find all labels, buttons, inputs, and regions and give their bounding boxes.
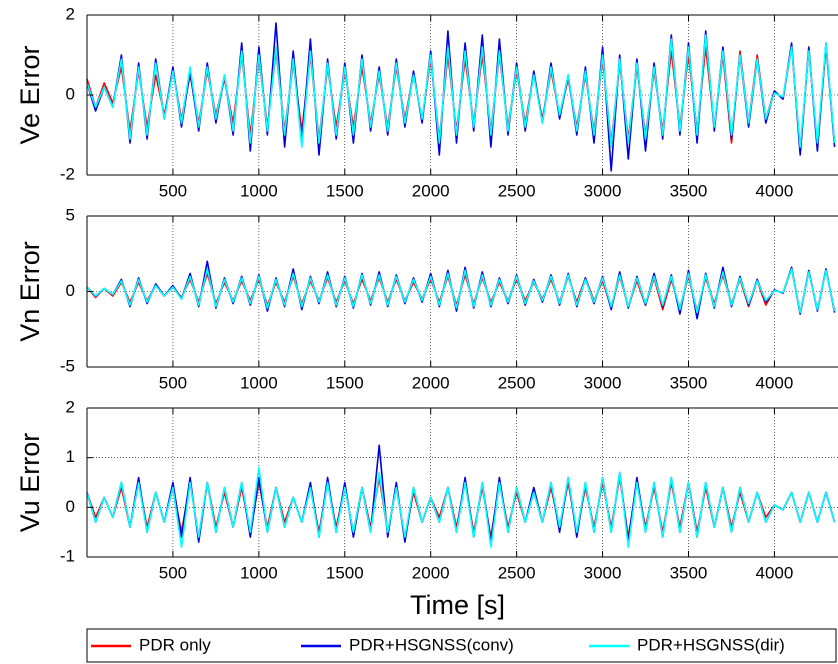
y-axis-label: Vn Error (15, 241, 45, 342)
x-tick-label: 4000 (756, 373, 794, 392)
x-tick-label: 2500 (498, 181, 536, 200)
x-tick-label: 2500 (498, 563, 536, 582)
x-tick-label: 3500 (670, 181, 708, 200)
y-tick-label: -1 (60, 546, 75, 565)
x-tick-label: 2000 (412, 181, 450, 200)
x-tick-label: 1500 (326, 181, 364, 200)
x-tick-label: 500 (159, 373, 187, 392)
x-tick-label: 500 (159, 563, 187, 582)
legend-label: PDR+HSGNSS(conv) (349, 635, 514, 654)
x-tick-label: 1500 (326, 373, 364, 392)
y-axis-label: Ve Error (15, 45, 45, 144)
y-tick-label: 2 (66, 397, 75, 416)
series-line (86, 466, 836, 548)
x-tick-label: 500 (159, 181, 187, 200)
y-tick-label: 0 (66, 84, 75, 103)
y-tick-label: 0 (66, 281, 75, 300)
y-tick-label: -5 (60, 356, 75, 375)
legend-label: PDR+HSGNSS(dir) (637, 635, 785, 654)
legend-label: PDR only (139, 635, 211, 654)
x-tick-label: 4000 (756, 181, 794, 200)
x-tick-label: 3500 (670, 563, 708, 582)
x-axis-label: Time [s] (410, 590, 505, 620)
plot-area (87, 408, 838, 557)
x-tick-label: 2000 (412, 563, 450, 582)
x-tick-label: 3000 (584, 563, 622, 582)
x-tick-label: 1000 (240, 373, 278, 392)
x-tick-label: 2500 (498, 373, 536, 392)
x-tick-label: 1500 (326, 563, 364, 582)
series-line (86, 34, 836, 148)
x-tick-label: 2000 (412, 373, 450, 392)
y-tick-label: 5 (66, 205, 75, 224)
x-tick-label: 3500 (670, 373, 708, 392)
x-tick-label: 1000 (240, 563, 278, 582)
x-tick-label: 1000 (240, 181, 278, 200)
legend-box (86, 628, 837, 663)
x-tick-label: 4000 (756, 563, 794, 582)
series-line (86, 268, 836, 314)
x-tick-label: 3000 (584, 181, 622, 200)
x-tick-label: 3000 (584, 373, 622, 392)
y-tick-label: 1 (66, 447, 75, 466)
y-tick-label: -2 (60, 164, 75, 183)
y-axis-label: Vu Error (15, 433, 45, 533)
y-tick-label: 0 (66, 497, 75, 516)
y-tick-label: 2 (66, 4, 75, 23)
